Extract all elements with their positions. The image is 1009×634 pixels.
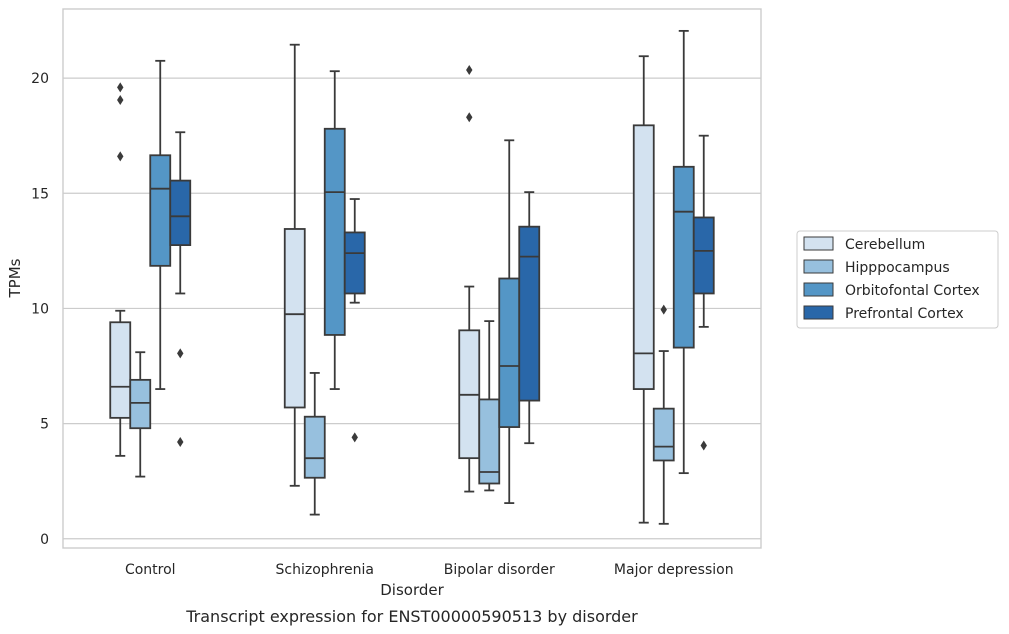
outlier-point <box>117 82 124 93</box>
plot-area <box>62 8 762 549</box>
box <box>692 216 715 295</box>
box <box>323 127 346 336</box>
box <box>283 228 306 409</box>
outlier-point <box>466 65 473 76</box>
box-group <box>632 29 715 525</box>
box <box>518 225 541 402</box>
box-group <box>109 59 192 478</box>
legend: Cerebellum Hipppocampus Orbitofontal Corte… <box>796 230 999 329</box>
chart-caption: Transcript expression for ENST0000059051… <box>185 607 638 626</box>
x-tick-label: Schizophrenia <box>276 562 374 578</box>
outlier-point <box>351 432 358 443</box>
legend-swatch <box>803 259 834 274</box>
box <box>169 179 192 247</box>
box <box>109 321 132 419</box>
legend-label: Prefrontal Cortex <box>845 306 964 322</box>
box <box>303 415 326 479</box>
x-tick-label: Control <box>125 562 176 578</box>
legend-label: Orbitofontal Cortex <box>845 283 980 299</box>
y-tick-label: 0 <box>40 532 49 548</box>
outlier-point <box>700 440 707 451</box>
y-axis-label: TPMs <box>6 258 24 298</box>
box <box>149 154 172 267</box>
y-axis-ticks: 0 5 10 15 20 <box>31 71 49 548</box>
x-tick-label: Bipolar disorder <box>444 562 555 578</box>
x-axis-label: Disorder <box>380 581 444 599</box>
box <box>343 231 366 295</box>
legend-frame <box>796 230 999 329</box>
box <box>672 165 695 349</box>
legend-swatch <box>803 282 834 297</box>
box <box>652 407 675 462</box>
legend-swatch <box>803 236 834 251</box>
outlier-point <box>466 112 473 123</box>
outlier-point <box>117 151 124 162</box>
y-tick-label: 20 <box>31 71 49 87</box>
legend-label: Hipppocampus <box>845 260 950 276</box>
y-tick-label: 5 <box>40 417 49 433</box>
y-tick-label: 10 <box>31 301 49 317</box>
outlier-point <box>177 348 184 359</box>
box <box>632 124 655 390</box>
box <box>498 277 521 428</box>
outlier-point <box>117 94 124 105</box>
outlier-point <box>177 437 184 448</box>
box <box>129 378 152 430</box>
legend-swatch <box>803 305 834 320</box>
x-axis-ticks: Control Schizophrenia Bipolar disorder Majo… <box>125 562 734 578</box>
y-tick-label: 15 <box>31 186 49 202</box>
box-group <box>458 65 541 504</box>
outlier-point <box>660 304 667 315</box>
x-tick-label: Major depression <box>614 562 734 578</box>
box <box>478 398 501 485</box>
box-group <box>283 43 366 516</box>
legend-label: Cerebellum <box>845 237 925 253</box>
boxes-layer <box>109 29 715 525</box>
legend-items: Cerebellum Hipppocampus Orbitofontal Corte… <box>803 236 980 322</box>
